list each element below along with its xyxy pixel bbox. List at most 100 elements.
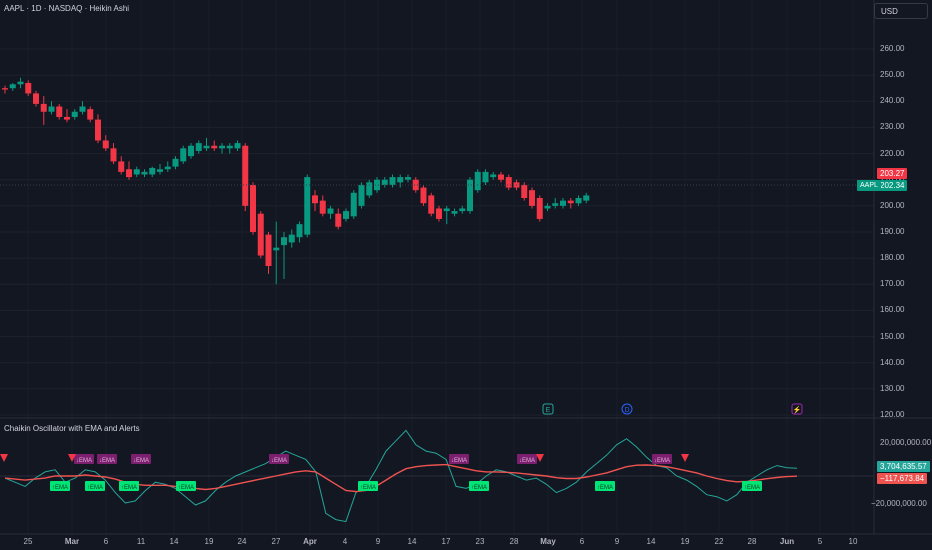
candle-body [242,145,249,206]
candle-body [443,208,450,212]
cross-up-label: ↑EMA [119,481,139,491]
time-tick: 25 [23,537,33,546]
time-tick: 28 [747,537,757,546]
candle-body [234,143,241,149]
candle-body [536,198,543,219]
indicator-title[interactable]: Chaikin Oscillator with EMA and Alerts [4,424,140,433]
cross-up-label: ↑EMA [358,481,378,491]
candle-body [95,119,101,141]
candle-body [9,84,16,89]
time-tick: 14 [646,537,656,546]
price-tick: 130.00 [880,383,905,393]
candle-body [560,200,566,206]
chart-title: AAPL · 1D · NASDAQ · Heikin Ashi [4,4,130,13]
candle-body [583,195,590,201]
cross-up-text: ↑EMA [178,485,194,491]
price-tick: 140.00 [880,357,905,367]
candle-body [343,211,349,219]
time-tick: 11 [136,537,146,546]
time-tick: 23 [475,537,485,546]
candle-body [482,171,489,183]
cross-up-label: ↑EMA [742,481,762,491]
candle-body [64,116,70,120]
sell-triangle [0,454,8,462]
currency-button[interactable]: USD [874,3,928,19]
cross-down-box [449,454,469,464]
cross-down-text: ↓EMA [271,458,287,464]
cross-down-text: ↓EMA [654,458,670,464]
candle-body [288,234,295,243]
candle-body [350,192,357,217]
price-tick: 250.00 [880,70,905,80]
candle-body [257,213,264,256]
candle-body [451,211,458,214]
price-tick: 260.00 [880,44,905,53]
candle-body [459,208,466,212]
time-tick: 17 [441,537,451,546]
price-tick: 120.00 [880,410,905,419]
osc-level-top: 20,000,000.00 [880,438,932,447]
candle-body [358,184,365,206]
candle-body [412,179,419,191]
cross-down-label: ↓EMA [97,454,117,464]
candle-body [126,169,132,178]
candle-body [180,148,187,162]
candle-body [428,195,435,214]
candle-body [17,81,24,85]
cross-up-text: ↑EMA [597,485,613,491]
candle-body [79,106,86,112]
cross-down-box [652,454,672,464]
candle-body [188,145,194,157]
candle-body [312,195,318,204]
candle-body [118,161,125,172]
time-tick: 27 [271,537,281,546]
last-price-label: 202.34 [877,180,908,191]
cross-up-text: ↑EMA [87,485,103,491]
cross-up-box [85,481,105,491]
price-tick: 180.00 [880,253,905,263]
candle-body [498,174,504,180]
time-tick: 5 [817,537,823,546]
candle-body [552,203,559,206]
candle-body [335,213,342,227]
osc-value-label: 3,704,635.57 [877,461,930,472]
event-marker: ⚡ [791,403,803,415]
candle-body [133,169,140,175]
cross-up-box [176,481,196,491]
cross-up-label: ↑EMA [595,481,615,491]
time-tick: 24 [237,537,247,546]
candle-body [110,148,117,162]
price-tick: 230.00 [880,122,905,132]
osc-level-bottom: −20,000,000.00 [871,499,927,508]
candle-body [25,82,32,94]
event-marker-box [542,403,554,415]
candle-body [219,145,225,149]
sell-triangle [681,454,689,462]
candle-body [567,200,574,204]
candle-body [490,174,497,178]
cross-down-text: ↓EMA [519,458,535,464]
oscillator-pane: ↑EMA ↑EMA ↑EMA ↑EMA ↑EMA ↑EMA ↑EMA ↑EMA ↓EMA ↓EMA… [0,429,874,523]
event-markers[interactable]: E D ⚡ [542,403,803,415]
candle-body [211,145,218,149]
cross-down-label: ↓EMA [517,454,537,464]
cross-down-label: ↓EMA [131,454,151,464]
candle-body [420,187,427,204]
candle-body [2,88,8,90]
price-tick: 200.00 [880,200,905,210]
cross-down-text: ↓EMA [99,458,115,464]
price-tick: 150.00 [880,331,905,341]
cross-up-box [469,481,489,491]
candle-body [149,167,156,175]
cross-up-text: ↑EMA [360,485,376,491]
candle-body [366,182,373,196]
cross-up-label: ↑EMA [50,481,70,491]
candle-body [157,169,163,172]
cross-down-label: ↓EMA [449,454,469,464]
candle-body [529,190,535,206]
price-tick: 190.00 [880,227,905,236]
cross-up-box [742,481,762,491]
time-tick: 22 [714,537,724,546]
cross-down-box [131,454,151,464]
